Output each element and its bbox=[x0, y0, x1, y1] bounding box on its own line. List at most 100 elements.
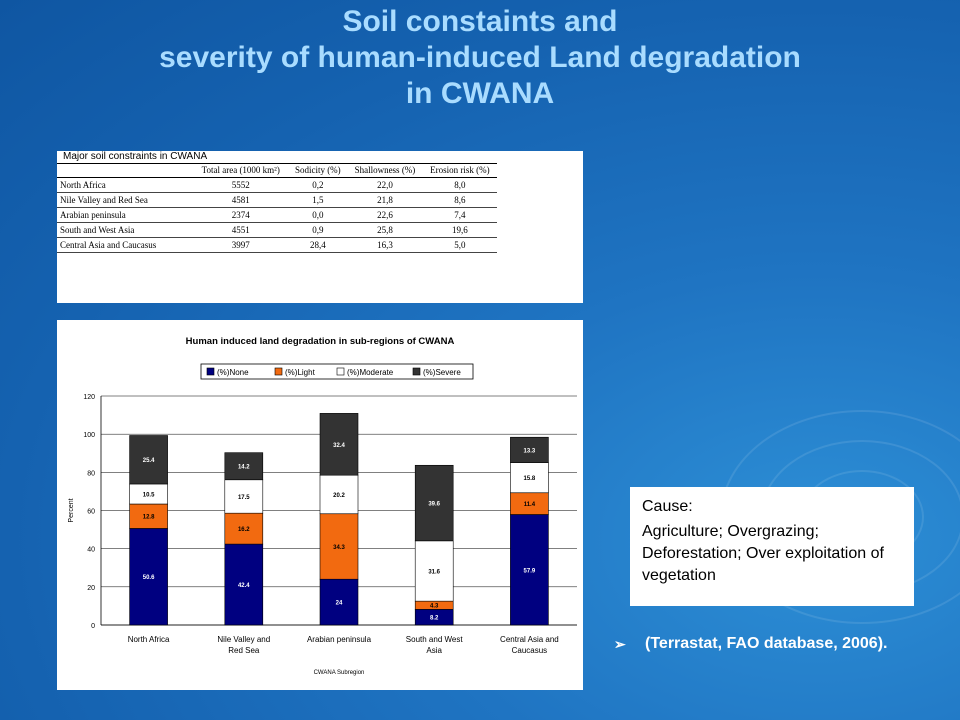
data-label: 10.5 bbox=[143, 492, 155, 498]
bar-segment bbox=[414, 464, 454, 542]
y-tick-label: 120 bbox=[83, 394, 95, 401]
table-cell-shallowness: 21,8 bbox=[347, 192, 423, 208]
x-tick-label: Red Sea bbox=[228, 646, 260, 655]
x-tick-label: South and West bbox=[406, 635, 464, 644]
x-tick-label: Asia bbox=[426, 646, 442, 655]
table-header-sodicity: Sodicity (%) bbox=[288, 163, 348, 178]
bar-segment bbox=[319, 413, 359, 476]
table-cell-erosion: 8,0 bbox=[422, 177, 497, 193]
x-axis-label: CWANA Subregion bbox=[314, 670, 365, 676]
table-cell-sodicity: 0,0 bbox=[288, 207, 348, 223]
x-tick-label: Central Asia and bbox=[500, 635, 559, 644]
bar-segment bbox=[510, 462, 549, 494]
table-cell-shallowness: 16,3 bbox=[347, 237, 423, 253]
data-label: 57.9 bbox=[524, 568, 536, 574]
data-label: 16.2 bbox=[238, 527, 250, 533]
table-cell-region: North Africa bbox=[57, 177, 193, 193]
data-label: 15.8 bbox=[524, 476, 536, 482]
table-cell-erosion: 8,6 bbox=[422, 192, 497, 208]
data-label: 42.4 bbox=[238, 583, 250, 589]
chart-title: Human induced land degradation in sub-re… bbox=[186, 336, 455, 347]
legend-swatch bbox=[274, 367, 283, 376]
title-line-3: in CWANA bbox=[405, 77, 555, 110]
bar-segment bbox=[224, 512, 264, 545]
title-line-1: Soil constaints and bbox=[342, 5, 618, 38]
x-tick-label: Arabian peninsula bbox=[307, 635, 372, 644]
data-label: 39.6 bbox=[428, 502, 440, 508]
table-row: Central Asia and Caucasus 3997 28,4 16,3… bbox=[57, 237, 497, 253]
bar-segment bbox=[224, 452, 264, 481]
data-label: 32.4 bbox=[333, 443, 345, 449]
table-cell-total-area: 2374 bbox=[193, 207, 289, 223]
legend-label: (%)Severe bbox=[423, 368, 461, 377]
y-tick-label: 100 bbox=[83, 432, 95, 439]
y-tick-label: 40 bbox=[87, 547, 95, 554]
table-row: Nile Valley and Red Sea 4581 1,5 21,8 8,… bbox=[57, 192, 497, 208]
table-cell-region: South and West Asia bbox=[57, 222, 193, 238]
table-row: North Africa 5552 0,2 22,0 8,0 bbox=[57, 177, 497, 193]
table-cell-total-area: 4581 bbox=[193, 192, 289, 208]
data-label: 24 bbox=[336, 601, 343, 607]
bar-segment bbox=[319, 513, 359, 580]
legend-label: (%)Light bbox=[285, 368, 316, 377]
table-header-erosion: Erosion risk (%) bbox=[422, 163, 497, 178]
table-cell-shallowness: 22,6 bbox=[347, 207, 423, 223]
table-row: South and West Asia 4551 0,9 25,8 19,6 bbox=[57, 222, 497, 238]
table-row: Arabian peninsula 2374 0,0 22,6 7,4 bbox=[57, 207, 497, 223]
chart-panel: Human induced land degradation in sub-re… bbox=[57, 320, 583, 690]
table-header-region bbox=[57, 163, 193, 178]
y-tick-label: 0 bbox=[91, 623, 95, 630]
table-cell-erosion: 5,0 bbox=[422, 237, 497, 253]
data-label: 13.3 bbox=[524, 448, 536, 454]
table-header-total-area: Total area (1000 km²) bbox=[193, 163, 289, 178]
bar-segment bbox=[129, 435, 168, 485]
bar-segment bbox=[224, 543, 264, 626]
bar-segment bbox=[129, 528, 168, 626]
soil-table-panel: Major soil constraints in CWANA Total ar… bbox=[57, 151, 583, 303]
bar-segment bbox=[319, 578, 359, 626]
data-label: 20.2 bbox=[333, 493, 345, 499]
table-cell-region: Arabian peninsula bbox=[57, 207, 193, 223]
cause-text: Agriculture; Overgrazing; Deforestation;… bbox=[642, 523, 884, 584]
bar-segment bbox=[224, 479, 264, 514]
data-label: 31.6 bbox=[428, 569, 440, 575]
bar-segment bbox=[319, 474, 359, 515]
table-cell-erosion: 7,4 bbox=[422, 207, 497, 223]
table-cell-erosion: 19,6 bbox=[422, 222, 497, 238]
table-cell-sodicity: 0,2 bbox=[288, 177, 348, 193]
table-cell-total-area: 3997 bbox=[193, 237, 289, 253]
cause-box: Cause: Agriculture; Overgrazing; Defores… bbox=[630, 487, 914, 606]
y-axis-label: Percent bbox=[68, 498, 75, 522]
source-text: (Terrastat, FAO database, 2006). bbox=[645, 635, 888, 652]
table-cell-sodicity: 0,9 bbox=[288, 222, 348, 238]
soil-table-caption: Major soil constraints in CWANA bbox=[63, 151, 208, 162]
table-cell-sodicity: 28,4 bbox=[288, 237, 348, 253]
legend-swatch bbox=[336, 367, 345, 376]
source-note: ➢ (Terrastat, FAO database, 2006). bbox=[614, 632, 934, 656]
data-label: 50.6 bbox=[143, 575, 155, 581]
title-line-2: severity of human-induced Land degradati… bbox=[159, 41, 801, 74]
y-tick-label: 80 bbox=[87, 470, 95, 477]
bar-segment bbox=[510, 514, 549, 626]
legend-swatch bbox=[412, 367, 421, 376]
arrow-bullet-icon: ➢ bbox=[614, 636, 626, 652]
table-header-shallowness: Shallowness (%) bbox=[347, 163, 423, 178]
data-label: 14.2 bbox=[238, 465, 250, 471]
y-tick-label: 60 bbox=[87, 509, 95, 516]
data-label: 8.2 bbox=[430, 616, 439, 622]
table-cell-region: Nile Valley and Red Sea bbox=[57, 192, 193, 208]
legend-swatch bbox=[206, 367, 215, 376]
data-label: 34.3 bbox=[333, 545, 345, 551]
degradation-chart: Human induced land degradation in sub-re… bbox=[68, 336, 577, 676]
table-cell-total-area: 5552 bbox=[193, 177, 289, 193]
legend-label: (%)Moderate bbox=[347, 368, 394, 377]
table-cell-total-area: 4551 bbox=[193, 222, 289, 238]
bar-segment bbox=[129, 503, 168, 529]
y-tick-label: 20 bbox=[87, 585, 95, 592]
data-label: 17.5 bbox=[238, 495, 250, 501]
x-tick-label: Nile Valley and bbox=[217, 635, 270, 644]
x-tick-label: North Africa bbox=[128, 635, 170, 644]
legend-label: (%)None bbox=[217, 368, 249, 377]
cause-heading: Cause: bbox=[642, 498, 693, 515]
data-label: 4.3 bbox=[430, 604, 439, 610]
